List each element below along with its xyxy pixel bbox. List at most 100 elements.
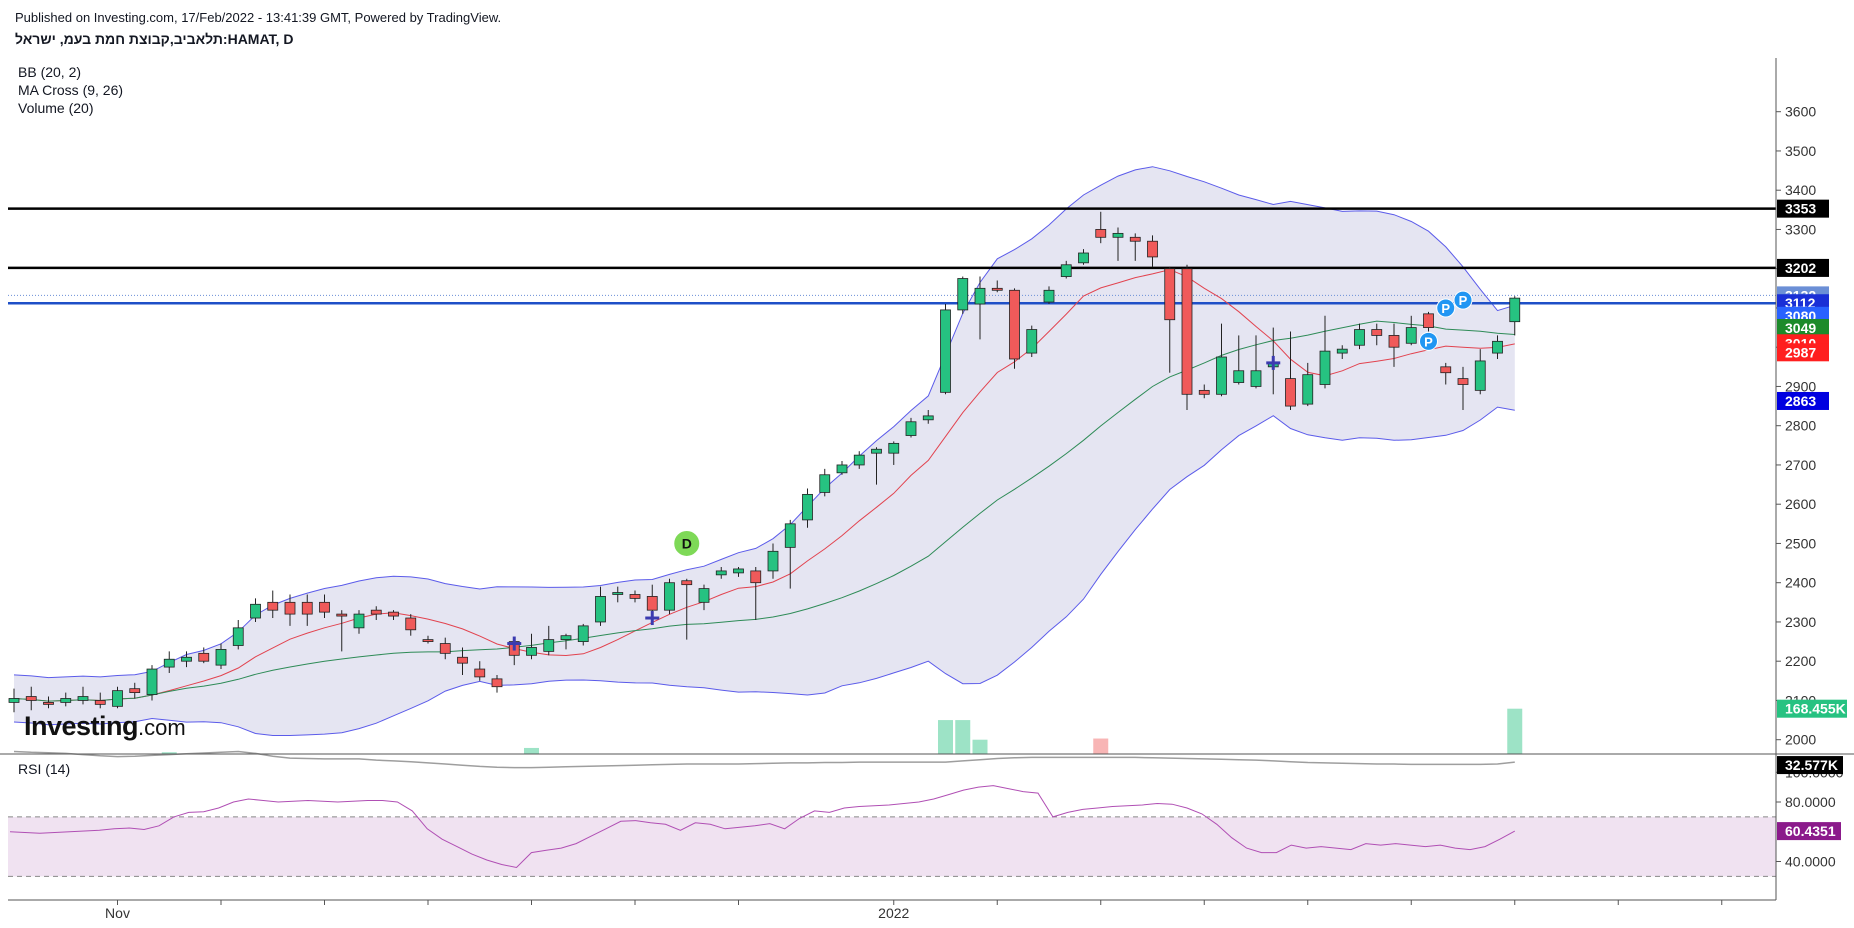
- candle: [1233, 335, 1245, 385]
- candle: [181, 651, 192, 668]
- candle: [681, 578, 693, 640]
- candle: [871, 447, 882, 485]
- price-tick-label: 2400: [1785, 575, 1816, 591]
- legend-ma-cross[interactable]: MA Cross (9, 26): [18, 82, 124, 98]
- candle-body: [1112, 232, 1124, 238]
- marker-circle: [1419, 331, 1438, 351]
- candle: [1509, 296, 1521, 336]
- candle-body: [698, 588, 710, 603]
- price-tick-label: 2900: [1785, 378, 1816, 394]
- candle: [232, 619, 244, 650]
- candle: [543, 625, 555, 656]
- axis-price-labels: 335332023132311230803049301029872863168.…: [1777, 199, 1847, 841]
- candle-body: [1147, 240, 1158, 258]
- candle: [1336, 345, 1348, 359]
- axis-tag-bg: [1777, 318, 1829, 337]
- marker-circle: [1436, 298, 1456, 318]
- candle: [974, 276, 986, 340]
- volume-bar: [938, 720, 953, 754]
- candle-body: [733, 568, 744, 574]
- rsi-band: [8, 816, 1776, 877]
- rsi-last-tag: 60.4351: [1777, 822, 1841, 841]
- candle-body: [43, 702, 54, 705]
- candle-body: [577, 625, 589, 642]
- ma-fast-line: [13, 269, 1515, 702]
- axis-tag-bg: [1777, 699, 1847, 718]
- candle-body: [560, 635, 572, 641]
- candle-body: [922, 415, 934, 421]
- candle-body: [1181, 268, 1193, 395]
- candle: [577, 623, 589, 646]
- candle-body: [871, 448, 882, 454]
- candle-body: [1095, 229, 1107, 238]
- candle-body: [595, 596, 606, 623]
- volume-bar: [955, 720, 971, 754]
- candle: [1319, 315, 1331, 389]
- legend-bb[interactable]: BB (20, 2): [18, 64, 82, 80]
- price-tick-label: 2700: [1785, 457, 1816, 473]
- candle: [1440, 362, 1452, 385]
- legend-volume[interactable]: Volume (20): [18, 100, 94, 116]
- axis-tag-text: 60.4351: [1785, 823, 1836, 839]
- candle-body: [1388, 335, 1400, 348]
- marker-label: P: [1459, 293, 1468, 308]
- candle: [1198, 384, 1210, 399]
- candle: [491, 674, 503, 693]
- candle: [595, 586, 606, 626]
- candle-body: [250, 603, 261, 619]
- legend-rsi[interactable]: RSI (14): [18, 761, 71, 777]
- candle: [1095, 211, 1107, 244]
- candle-body: [1164, 268, 1176, 321]
- candle-body: [819, 474, 831, 493]
- candle-body: [629, 594, 641, 599]
- candle: [112, 686, 123, 709]
- candle-body: [181, 656, 192, 662]
- axis-tag-bg: [1777, 391, 1829, 410]
- candle: [1026, 325, 1038, 358]
- candle: [77, 686, 89, 705]
- time-tick-label: 2022: [878, 905, 909, 921]
- price-tick-label: 2000: [1785, 732, 1816, 748]
- candle: [1388, 323, 1400, 367]
- logo-main: Investing: [24, 711, 139, 741]
- candle-body: [888, 442, 900, 454]
- bb-upper: [13, 166, 1515, 679]
- volume-bar: [1093, 738, 1109, 754]
- candle: [1129, 233, 1141, 261]
- candle-body: [526, 647, 537, 656]
- candle: [784, 519, 796, 589]
- candle: [750, 567, 762, 620]
- price-tick-label: 3600: [1785, 104, 1816, 120]
- candle: [1216, 323, 1227, 397]
- candle-body: [1285, 378, 1296, 407]
- candle-body: [1043, 289, 1055, 303]
- candle: [43, 696, 54, 709]
- candle-body: [319, 601, 330, 613]
- price-tick-label: 2600: [1785, 496, 1816, 512]
- candle: [819, 468, 831, 497]
- candle-body: [1457, 378, 1469, 385]
- candle-body: [77, 696, 89, 701]
- candle: [629, 590, 641, 603]
- signal-marker-p: P: [1419, 331, 1438, 351]
- candle-body: [336, 613, 348, 617]
- axis-tag-text: 3353: [1785, 201, 1816, 217]
- candle-body: [353, 613, 365, 629]
- time-tick-label: Nov: [105, 905, 130, 921]
- candle: [560, 633, 572, 650]
- axis-tag-text: 2987: [1785, 344, 1816, 360]
- candle: [1164, 266, 1176, 373]
- marker-circle: [673, 529, 701, 557]
- volume-bar: [972, 739, 988, 754]
- candle-body: [8, 698, 20, 703]
- candle: [301, 594, 313, 626]
- candle: [940, 304, 951, 395]
- rsi-tick-label: 80.0000: [1785, 794, 1836, 810]
- candle: [922, 410, 934, 424]
- candle-body: [301, 601, 313, 615]
- candle: [1371, 323, 1383, 346]
- axis-tag-bg: [1777, 756, 1843, 775]
- candle: [422, 635, 434, 644]
